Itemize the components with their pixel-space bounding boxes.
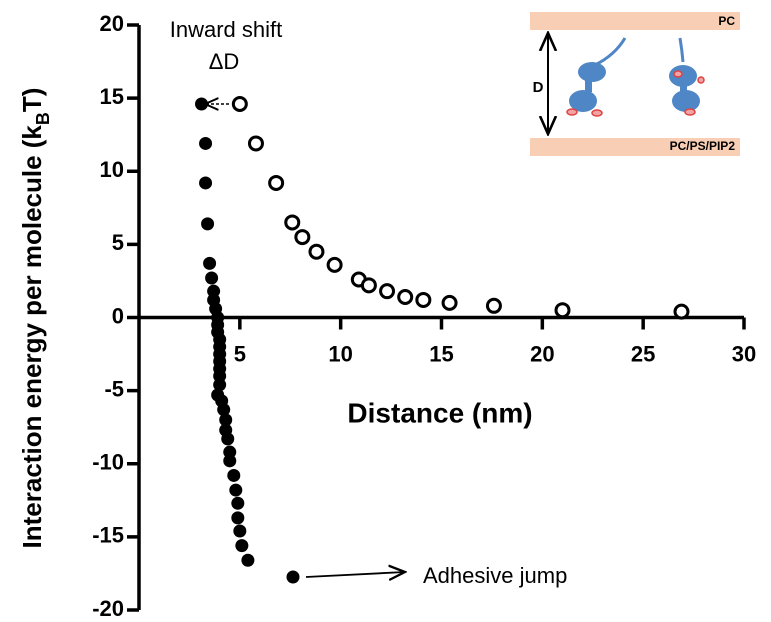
point bbox=[326, 256, 343, 273]
point bbox=[554, 302, 571, 319]
x-tick-label: 15 bbox=[429, 341, 453, 366]
point bbox=[221, 432, 235, 446]
point bbox=[233, 524, 247, 538]
x-tick-label: 10 bbox=[328, 341, 352, 366]
point bbox=[229, 483, 243, 497]
point bbox=[217, 403, 231, 417]
point bbox=[441, 294, 458, 311]
y-tick-label: 15 bbox=[100, 84, 124, 109]
y-tick-label: 5 bbox=[112, 230, 124, 255]
point bbox=[308, 243, 325, 260]
point bbox=[219, 413, 233, 427]
point bbox=[241, 553, 255, 567]
point bbox=[268, 174, 285, 191]
point bbox=[231, 496, 245, 510]
point bbox=[379, 283, 396, 300]
point bbox=[203, 256, 217, 270]
point bbox=[415, 291, 432, 308]
point bbox=[360, 277, 377, 294]
y-tick-label: -20 bbox=[92, 596, 124, 621]
y-tick-label: -10 bbox=[92, 450, 124, 475]
annotation: Inward shift bbox=[170, 17, 283, 42]
point bbox=[231, 95, 248, 112]
point bbox=[199, 136, 213, 150]
inset-label: PC bbox=[718, 14, 735, 28]
point bbox=[397, 289, 414, 306]
inset-label: D bbox=[533, 79, 544, 96]
protein bbox=[569, 37, 700, 112]
x-tick-label: 25 bbox=[631, 341, 655, 366]
annotation: ΔD bbox=[209, 49, 240, 74]
inset: PC PC/PS/PIP2 D bbox=[530, 12, 740, 156]
x-tick-label: 5 bbox=[234, 341, 246, 366]
membrane-top bbox=[530, 12, 740, 30]
point bbox=[284, 214, 301, 231]
point bbox=[223, 454, 237, 468]
point bbox=[199, 176, 213, 190]
y-tick-label: -15 bbox=[92, 523, 124, 548]
y-tick-label: 20 bbox=[100, 11, 124, 36]
annotation-dot bbox=[286, 570, 300, 584]
point bbox=[235, 539, 249, 553]
point bbox=[231, 511, 245, 525]
membrane-bottom bbox=[530, 138, 740, 156]
x-tick-label: 30 bbox=[732, 341, 756, 366]
annotation: Adhesive jump bbox=[423, 563, 567, 588]
point bbox=[294, 229, 311, 246]
y-tick-label: 0 bbox=[112, 303, 124, 328]
point bbox=[205, 271, 219, 285]
x-axis-label: Distance (nm) bbox=[347, 397, 532, 428]
point bbox=[247, 135, 264, 152]
point bbox=[195, 97, 209, 111]
point bbox=[213, 378, 227, 392]
y-tick-label: -5 bbox=[104, 376, 124, 401]
point bbox=[485, 297, 502, 314]
point bbox=[673, 303, 690, 320]
inset-label: PC/PS/PIP2 bbox=[670, 139, 736, 153]
x-tick-label: 20 bbox=[530, 341, 554, 366]
jump-arrow bbox=[305, 572, 405, 577]
point bbox=[227, 468, 241, 482]
y-tick-label: 10 bbox=[100, 157, 124, 182]
point bbox=[201, 217, 215, 231]
lipid-site bbox=[566, 70, 705, 117]
y-axis-label: Interaction energy per molecule (kBT) bbox=[17, 88, 53, 549]
